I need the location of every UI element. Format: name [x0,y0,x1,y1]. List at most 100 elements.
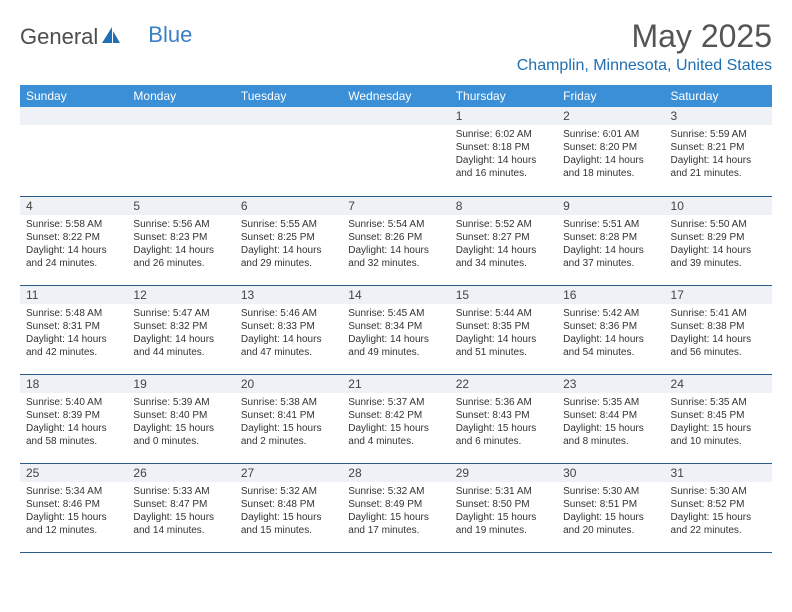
daylight-line: Daylight: 14 hours and 54 minutes. [563,333,658,359]
daylight-line: Daylight: 14 hours and 26 minutes. [133,244,228,270]
sunrise-line: Sunrise: 5:34 AM [26,485,121,498]
day-number: 1 [450,107,557,125]
page-header: General Blue May 2025 Champlin, Minnesot… [20,18,772,81]
day-body: Sunrise: 5:50 AMSunset: 8:29 PMDaylight:… [665,215,772,274]
day-body: Sunrise: 5:41 AMSunset: 8:38 PMDaylight:… [665,304,772,363]
sunrise-line: Sunrise: 5:40 AM [26,396,121,409]
calendar-day-cell: 16Sunrise: 5:42 AMSunset: 8:36 PMDayligh… [557,285,664,374]
daylight-line: Daylight: 14 hours and 49 minutes. [348,333,443,359]
sunset-line: Sunset: 8:34 PM [348,320,443,333]
day-number: 27 [235,464,342,482]
day-number: 8 [450,197,557,215]
day-body: Sunrise: 5:33 AMSunset: 8:47 PMDaylight:… [127,482,234,541]
calendar-day-cell: 8Sunrise: 5:52 AMSunset: 8:27 PMDaylight… [450,196,557,285]
daylight-line: Daylight: 14 hours and 56 minutes. [671,333,766,359]
sunrise-line: Sunrise: 5:45 AM [348,307,443,320]
calendar-week-row: 25Sunrise: 5:34 AMSunset: 8:46 PMDayligh… [20,463,772,552]
day-body [342,125,449,175]
sunset-line: Sunset: 8:18 PM [456,141,551,154]
sunrise-line: Sunrise: 5:33 AM [133,485,228,498]
day-body: Sunrise: 6:01 AMSunset: 8:20 PMDaylight:… [557,125,664,184]
day-number: 5 [127,197,234,215]
daylight-line: Daylight: 14 hours and 47 minutes. [241,333,336,359]
calendar-day-cell: 28Sunrise: 5:32 AMSunset: 8:49 PMDayligh… [342,463,449,552]
day-number: 2 [557,107,664,125]
day-body: Sunrise: 5:42 AMSunset: 8:36 PMDaylight:… [557,304,664,363]
location-text: Champlin, Minnesota, United States [517,57,772,75]
day-body: Sunrise: 5:58 AMSunset: 8:22 PMDaylight:… [20,215,127,274]
daylight-line: Daylight: 15 hours and 12 minutes. [26,511,121,537]
daylight-line: Daylight: 14 hours and 21 minutes. [671,154,766,180]
day-body: Sunrise: 5:56 AMSunset: 8:23 PMDaylight:… [127,215,234,274]
day-body: Sunrise: 5:35 AMSunset: 8:45 PMDaylight:… [665,393,772,452]
sunrise-line: Sunrise: 5:56 AM [133,218,228,231]
sunrise-line: Sunrise: 5:52 AM [456,218,551,231]
daylight-line: Daylight: 15 hours and 6 minutes. [456,422,551,448]
day-body: Sunrise: 5:40 AMSunset: 8:39 PMDaylight:… [20,393,127,452]
day-number: 7 [342,197,449,215]
calendar-day-cell: 5Sunrise: 5:56 AMSunset: 8:23 PMDaylight… [127,196,234,285]
weekday-header: Sunday [20,85,127,107]
sunrise-line: Sunrise: 5:31 AM [456,485,551,498]
daylight-line: Daylight: 14 hours and 18 minutes. [563,154,658,180]
sunrise-line: Sunrise: 5:35 AM [563,396,658,409]
daylight-line: Daylight: 15 hours and 4 minutes. [348,422,443,448]
day-body: Sunrise: 5:52 AMSunset: 8:27 PMDaylight:… [450,215,557,274]
daylight-line: Daylight: 15 hours and 10 minutes. [671,422,766,448]
calendar-day-cell: 6Sunrise: 5:55 AMSunset: 8:25 PMDaylight… [235,196,342,285]
sunset-line: Sunset: 8:21 PM [671,141,766,154]
day-number: 28 [342,464,449,482]
calendar-day-cell [235,107,342,196]
day-number: 20 [235,375,342,393]
day-body: Sunrise: 5:34 AMSunset: 8:46 PMDaylight:… [20,482,127,541]
day-number [235,107,342,125]
daylight-line: Daylight: 15 hours and 2 minutes. [241,422,336,448]
day-body: Sunrise: 5:45 AMSunset: 8:34 PMDaylight:… [342,304,449,363]
day-number: 4 [20,197,127,215]
sunset-line: Sunset: 8:45 PM [671,409,766,422]
day-body: Sunrise: 5:37 AMSunset: 8:42 PMDaylight:… [342,393,449,452]
day-number: 13 [235,286,342,304]
calendar-day-cell: 15Sunrise: 5:44 AMSunset: 8:35 PMDayligh… [450,285,557,374]
sunrise-line: Sunrise: 5:46 AM [241,307,336,320]
calendar-week-row: 18Sunrise: 5:40 AMSunset: 8:39 PMDayligh… [20,374,772,463]
daylight-line: Daylight: 14 hours and 16 minutes. [456,154,551,180]
sunrise-line: Sunrise: 5:55 AM [241,218,336,231]
day-body: Sunrise: 5:38 AMSunset: 8:41 PMDaylight:… [235,393,342,452]
calendar-day-cell: 20Sunrise: 5:38 AMSunset: 8:41 PMDayligh… [235,374,342,463]
calendar-table: Sunday Monday Tuesday Wednesday Thursday… [20,85,772,553]
calendar-day-cell: 26Sunrise: 5:33 AMSunset: 8:47 PMDayligh… [127,463,234,552]
sunset-line: Sunset: 8:48 PM [241,498,336,511]
calendar-day-cell: 10Sunrise: 5:50 AMSunset: 8:29 PMDayligh… [665,196,772,285]
calendar-day-cell: 31Sunrise: 5:30 AMSunset: 8:52 PMDayligh… [665,463,772,552]
sunset-line: Sunset: 8:39 PM [26,409,121,422]
daylight-line: Daylight: 14 hours and 24 minutes. [26,244,121,270]
sunset-line: Sunset: 8:27 PM [456,231,551,244]
calendar-day-cell: 4Sunrise: 5:58 AMSunset: 8:22 PMDaylight… [20,196,127,285]
calendar-week-row: 4Sunrise: 5:58 AMSunset: 8:22 PMDaylight… [20,196,772,285]
sunrise-line: Sunrise: 5:38 AM [241,396,336,409]
day-body: Sunrise: 5:44 AMSunset: 8:35 PMDaylight:… [450,304,557,363]
day-number: 30 [557,464,664,482]
day-body [20,125,127,175]
logo-sail-icon [100,25,122,50]
sunset-line: Sunset: 8:32 PM [133,320,228,333]
calendar-day-cell: 13Sunrise: 5:46 AMSunset: 8:33 PMDayligh… [235,285,342,374]
day-number: 22 [450,375,557,393]
sunrise-line: Sunrise: 5:36 AM [456,396,551,409]
day-body: Sunrise: 5:59 AMSunset: 8:21 PMDaylight:… [665,125,772,184]
sunset-line: Sunset: 8:26 PM [348,231,443,244]
sunset-line: Sunset: 8:47 PM [133,498,228,511]
sunrise-line: Sunrise: 5:48 AM [26,307,121,320]
logo: General Blue [20,18,192,50]
calendar-day-cell: 2Sunrise: 6:01 AMSunset: 8:20 PMDaylight… [557,107,664,196]
day-number: 3 [665,107,772,125]
sunrise-line: Sunrise: 5:35 AM [671,396,766,409]
sunrise-line: Sunrise: 5:54 AM [348,218,443,231]
calendar-day-cell: 23Sunrise: 5:35 AMSunset: 8:44 PMDayligh… [557,374,664,463]
day-number: 21 [342,375,449,393]
sunset-line: Sunset: 8:28 PM [563,231,658,244]
sunset-line: Sunset: 8:46 PM [26,498,121,511]
sunset-line: Sunset: 8:40 PM [133,409,228,422]
sunset-line: Sunset: 8:23 PM [133,231,228,244]
